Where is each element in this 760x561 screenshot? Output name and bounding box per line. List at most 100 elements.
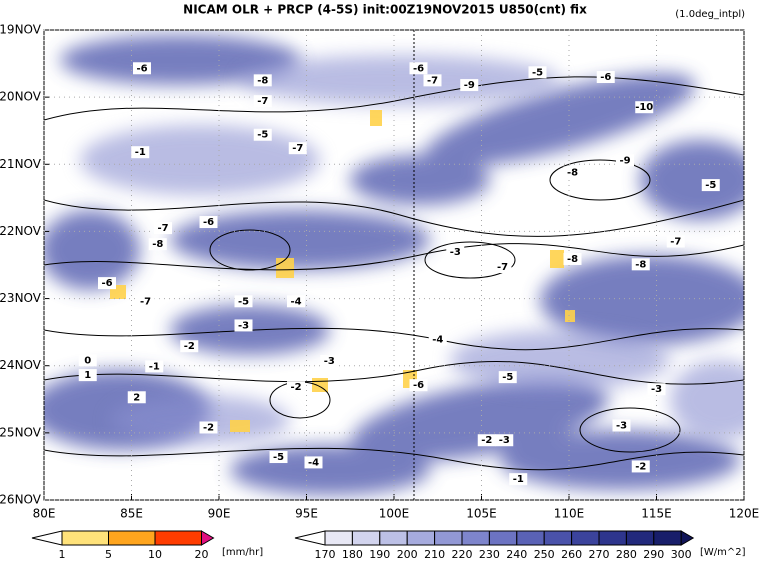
colorbar-segment: [154, 530, 202, 546]
contour-label: -3: [238, 320, 249, 331]
contour-label-bg: [460, 79, 479, 92]
colorbar-label: 290: [643, 548, 664, 561]
contour-label: -2: [184, 341, 195, 352]
x-tick-label: 90E: [208, 507, 231, 521]
x-tick-label: 105E: [466, 507, 497, 521]
contour-label-bg: [563, 252, 582, 265]
contour-label: -5: [273, 452, 284, 463]
contour-label-bg: [148, 238, 167, 251]
contour-label: -6: [203, 217, 214, 228]
contour-label-bg: [647, 383, 666, 396]
contour-label: -4: [290, 296, 301, 307]
colorbar-label: 20: [195, 548, 209, 561]
contour-label-bg: [616, 154, 634, 167]
colorbar-segment: [488, 530, 518, 546]
contour-label-bg: [78, 354, 97, 367]
contour-label: -3: [651, 384, 662, 395]
contour-label-bg: [635, 101, 654, 114]
contour-label-bg: [446, 246, 465, 259]
contour-label-bg: [509, 473, 528, 486]
contour-label: 0: [84, 355, 91, 366]
contour-label: -5: [705, 180, 716, 191]
colorbar-label: 10: [148, 548, 162, 561]
y-tick-label: 23NOV: [0, 291, 42, 305]
colorbar-label: 230: [479, 548, 500, 561]
contour-label: -8: [257, 75, 268, 86]
contour-label-bg: [493, 261, 512, 274]
colorbar-label: 190: [369, 548, 390, 561]
colorbar-segment: [625, 530, 655, 546]
contour-label-bg: [133, 62, 151, 75]
contour-label: -8: [635, 259, 646, 270]
contour-label: -3: [324, 356, 335, 367]
colorbar-segment: [406, 530, 436, 546]
colorbar-label: 300: [671, 548, 692, 561]
contour-label-bg: [428, 333, 447, 346]
contour-label-bg: [612, 419, 631, 432]
contour-label: -5: [532, 67, 543, 78]
x-tick-label: 120E: [729, 507, 760, 521]
colorbar-segment: [461, 530, 490, 546]
contour-label: -7: [497, 262, 508, 273]
contour-label-bg: [423, 74, 442, 87]
colorbar-label: 170: [315, 548, 336, 561]
contour-label-bg: [131, 146, 150, 159]
contour-label: -3: [450, 247, 461, 258]
contour-label-bg: [287, 295, 305, 308]
contour-label: -1: [149, 361, 160, 372]
contour-label-bg: [234, 295, 253, 308]
colorbar-label: 5: [105, 548, 112, 561]
prcp-unit: [mm/hr]: [222, 547, 263, 558]
contour-label: -7: [427, 75, 438, 86]
colorbar-label: 240: [506, 548, 527, 561]
contour-label-bg: [199, 421, 218, 434]
contour-label: -5: [238, 296, 249, 307]
y-tick-label: 26NOV: [0, 493, 42, 507]
contour-label: -9: [619, 155, 630, 166]
contour-label: -1: [513, 474, 524, 485]
colorbar-segment: [653, 530, 682, 546]
contour-label-bg: [477, 434, 496, 447]
contour-label: -7: [157, 223, 168, 234]
contour-label: -7: [292, 143, 303, 154]
chart-title: NICAM OLR + PRCP (4-5S) init:00Z19NOV201…: [183, 3, 587, 17]
contour-label: -3: [499, 435, 510, 446]
y-tick-label: 21NOV: [0, 157, 42, 171]
colorbar-segment: [571, 530, 600, 546]
contour-label-bg: [409, 62, 428, 75]
colorbar-segment: [379, 530, 408, 546]
contour-label-bg: [631, 258, 650, 271]
colorbar-label: 260: [561, 548, 582, 561]
contour-label-bg: [269, 451, 288, 464]
colorbar-label: 270: [589, 548, 610, 561]
contour-label-bg: [199, 216, 218, 229]
olr-unit: [W/m^2]: [700, 547, 746, 558]
contour-label: -2: [481, 435, 492, 446]
contour-label-bg: [145, 360, 164, 373]
colorbar-segment: [61, 530, 109, 546]
colorbar-triangle: [201, 530, 215, 546]
contour-label: -2: [203, 422, 214, 433]
contour-label-bg: [631, 460, 650, 473]
colorbar-segment: [516, 530, 545, 546]
colorbar-label: 200: [397, 548, 418, 561]
colorbar-label: 180: [342, 548, 363, 561]
contour-label-bg: [287, 381, 305, 394]
x-tick-label: 100E: [379, 507, 410, 521]
contour-label: -7: [257, 96, 268, 107]
y-tick-label: 22NOV: [0, 224, 42, 238]
x-tick-label: 110E: [554, 507, 585, 521]
contour-label-bg: [666, 235, 685, 248]
contour-label: -8: [152, 239, 163, 250]
x-tick-label: 80E: [33, 507, 56, 521]
contour-label: -8: [567, 254, 578, 265]
contour-label: -9: [464, 80, 475, 91]
contour-label: -6: [413, 63, 424, 74]
y-tick-label: 25NOV: [0, 425, 42, 439]
contour-label-bg: [528, 66, 547, 79]
contour-label: -2: [635, 461, 646, 472]
contour-label-bg: [409, 379, 428, 392]
contour-label-bg: [127, 391, 146, 404]
contour-label: -4: [308, 457, 319, 468]
